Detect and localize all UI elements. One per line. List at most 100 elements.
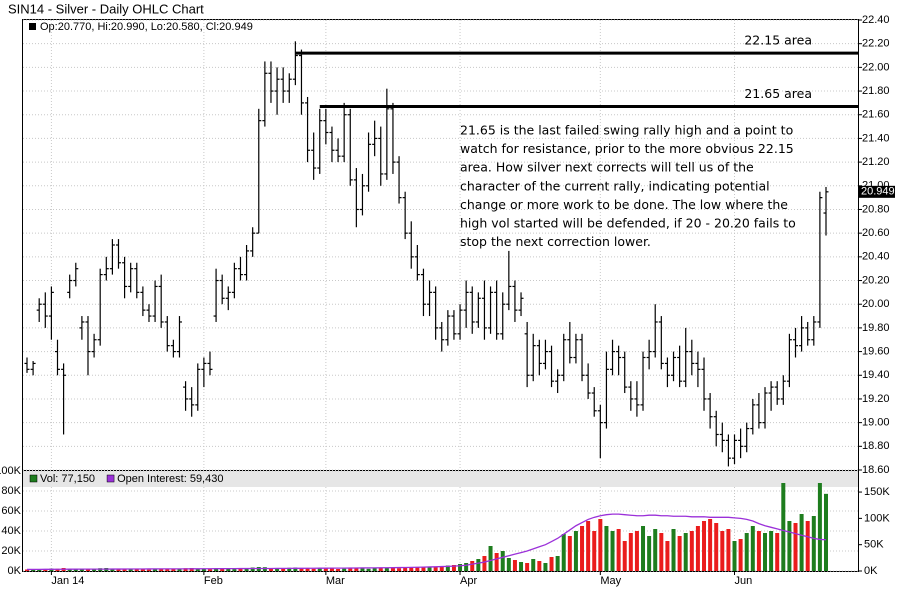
volume-bar — [43, 569, 48, 571]
y-tick-label: 80K — [1, 485, 21, 497]
volume-bar — [549, 557, 554, 571]
volume-bar — [110, 569, 115, 571]
y-tick-label: 18.80 — [862, 440, 890, 452]
volume-bar — [714, 523, 719, 571]
y-tick-label: 20.80 — [862, 203, 890, 215]
legend-label: Vol: 77,150 — [40, 473, 95, 485]
volume-bar — [677, 536, 682, 571]
volume-bar — [659, 533, 664, 571]
volume-bar — [159, 568, 164, 571]
volume-bar — [634, 531, 639, 571]
volume-bar — [799, 514, 804, 571]
y-tick-label: 20.60 — [862, 227, 890, 239]
volume-bar — [360, 568, 365, 571]
volume-bar — [128, 569, 133, 571]
volume-bar — [85, 569, 90, 571]
volume-bar — [689, 531, 694, 571]
volume-bar — [671, 529, 676, 571]
volume-bar — [293, 567, 298, 571]
volume-bar — [573, 531, 578, 571]
volume-bar — [708, 519, 713, 571]
volume-bar — [512, 560, 517, 571]
y-tick-label: 19.40 — [862, 369, 890, 381]
volume-bar — [122, 568, 127, 571]
volume-bar — [470, 561, 475, 571]
y-tick-label: 22.40 — [862, 14, 890, 26]
volume-bar — [610, 531, 615, 571]
volume-panel — [22, 470, 859, 572]
volume-bar — [665, 541, 670, 571]
annotation-line: 21.65 is the last failed swing rally hig… — [460, 123, 793, 138]
volume-bar — [464, 563, 469, 571]
volume-bar — [702, 521, 707, 571]
volume-bar — [397, 568, 402, 571]
volume-bar — [439, 566, 444, 571]
y2-tick-label: 150K — [864, 486, 890, 498]
volume-bar — [787, 521, 792, 571]
x-tick-label: Jun — [735, 575, 753, 587]
resistance-label: 21.65 area — [744, 86, 812, 101]
volume-bar — [555, 556, 560, 571]
legend-swatch — [106, 474, 115, 483]
volume-bar — [732, 541, 737, 571]
x-tick-label: May — [600, 575, 621, 587]
volume-bar — [775, 533, 780, 571]
volume-bar — [238, 568, 243, 571]
volume-bar — [305, 568, 310, 571]
volume-bar — [140, 569, 145, 571]
volume-bar — [720, 531, 725, 571]
volume-bar — [506, 558, 511, 571]
volume-bar — [824, 493, 828, 571]
volume-bar — [543, 563, 548, 571]
volume-bar — [628, 533, 633, 571]
volume-bar — [476, 559, 481, 571]
volume-bar — [390, 567, 395, 571]
volume-bar — [299, 568, 304, 571]
volume-legend-band — [23, 471, 858, 487]
volume-bar — [189, 568, 194, 571]
y-tick-label: 40K — [1, 525, 21, 537]
volume-bar — [458, 564, 463, 571]
volume-bar — [214, 568, 219, 571]
volume-bar — [73, 569, 78, 571]
y-tick-label: 21.80 — [862, 85, 890, 97]
volume-bar — [494, 553, 499, 571]
volume-bar — [811, 516, 816, 571]
volume-bar — [641, 526, 646, 571]
volume-bar — [226, 568, 231, 571]
volume-bar — [311, 568, 316, 571]
annotation-line: stop the next correction lower. — [460, 234, 651, 249]
legend-label: Open Interest: 59,430 — [117, 473, 223, 485]
y2-tick-label: 100K — [864, 512, 890, 524]
annotation-line: watch for resistance, prior to the more … — [460, 141, 794, 156]
y-tick-label: 20.20 — [862, 274, 890, 286]
volume-bar — [201, 568, 206, 571]
y-tick-label: 100K — [0, 465, 22, 477]
volume-bar — [451, 565, 456, 571]
volume-bar — [567, 536, 572, 571]
price-panel — [22, 19, 859, 471]
y-tick-label: 20.00 — [862, 298, 890, 310]
x-tick-label: Mar — [326, 575, 345, 587]
volume-bar — [378, 568, 383, 571]
annotation-line: change or more work to be done. The low … — [460, 197, 788, 212]
y-tick-label: 18.60 — [862, 464, 890, 476]
volume-bar — [250, 567, 255, 571]
volume-bar — [683, 533, 688, 571]
volume-bar — [323, 568, 328, 571]
volume-bar — [616, 529, 621, 571]
volume-bar — [726, 529, 731, 571]
volume-bar — [153, 569, 158, 571]
y-tick-label: 21.60 — [862, 109, 890, 121]
y-tick-label: 19.00 — [862, 417, 890, 429]
volume-bar — [342, 568, 347, 571]
volume-bar — [146, 569, 151, 571]
volume-bar — [281, 568, 286, 571]
y-tick-label: 21.20 — [862, 156, 890, 168]
volume-bar — [598, 519, 603, 571]
last-price-box — [859, 185, 895, 198]
volume-bar — [415, 567, 420, 571]
volume-bar — [354, 568, 359, 571]
volume-bar — [372, 568, 377, 571]
y-tick-label: 20.40 — [862, 251, 890, 263]
